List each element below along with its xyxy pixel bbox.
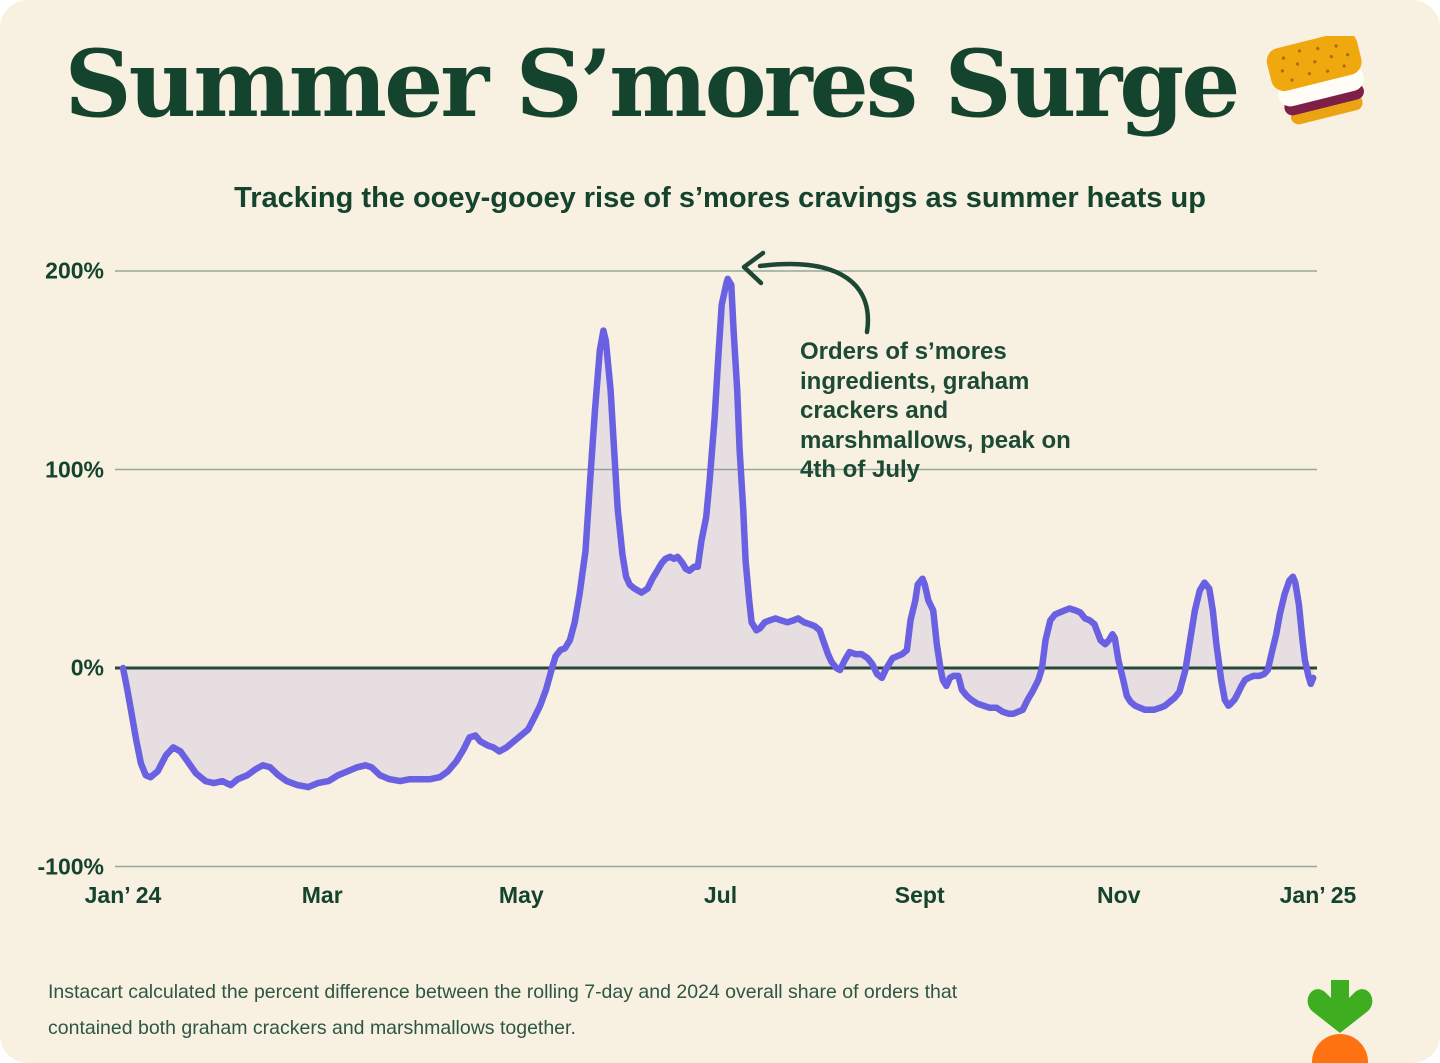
x-axis-label: Mar bbox=[301, 882, 343, 908]
header: Summer S’mores Surge bbox=[0, 30, 1440, 138]
footnote: Instacart calculated the percent differe… bbox=[48, 981, 958, 1039]
instacart-carrot-logo bbox=[1307, 980, 1373, 1063]
page-subtitle: Tracking the ooey-gooey rise of s’mores … bbox=[234, 182, 1206, 214]
y-axis-label: 200% bbox=[45, 257, 104, 284]
x-axis-label: May bbox=[498, 882, 544, 908]
x-axis-label: Jan’ 25 bbox=[1279, 882, 1357, 908]
curved-arrow-icon bbox=[741, 250, 871, 335]
annotation-callout: Orders of s’mores ingredients, graham cr… bbox=[800, 338, 1071, 483]
smore-icon bbox=[1267, 36, 1365, 125]
x-axis-label: Jan’ 24 bbox=[84, 882, 162, 908]
page-title: Summer S’mores Surge bbox=[64, 28, 1241, 138]
x-axis-label: Jul bbox=[703, 882, 738, 908]
x-axis-label: Sept bbox=[894, 882, 945, 908]
x-axis-label: Nov bbox=[1097, 882, 1141, 908]
y-axis-label: -100% bbox=[37, 853, 104, 879]
y-axis-label: 0% bbox=[70, 654, 104, 681]
y-axis-label: 100% bbox=[45, 456, 104, 482]
